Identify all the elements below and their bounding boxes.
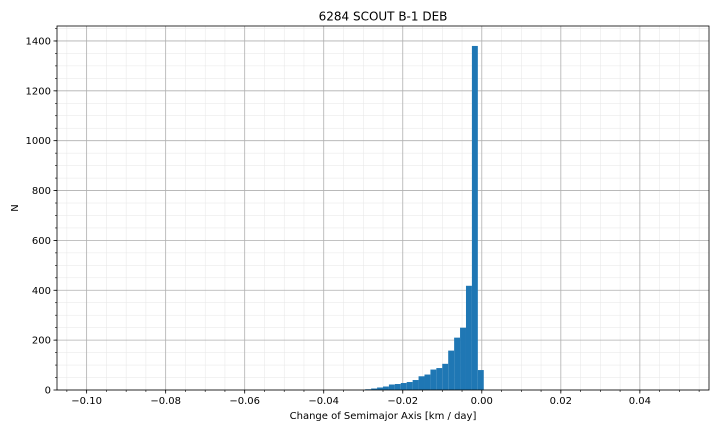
x-tick-label: −0.02 bbox=[387, 396, 418, 407]
histogram-bar bbox=[424, 374, 431, 390]
histogram-bar bbox=[400, 383, 407, 390]
y-axis-ticks: 0 200 400 600 800 1000 1200 1400 bbox=[26, 28, 57, 397]
y-tick-label: 800 bbox=[32, 186, 51, 197]
x-tick-label: −0.10 bbox=[71, 396, 102, 407]
chart-title: 6284 SCOUT B-1 DEB bbox=[319, 10, 448, 24]
y-tick-label: 1200 bbox=[26, 86, 51, 97]
histogram-bar bbox=[436, 368, 443, 390]
histogram-bar bbox=[394, 384, 401, 390]
histogram-bar bbox=[460, 327, 466, 390]
x-tick-label: 0.02 bbox=[550, 396, 572, 407]
x-tick-label: −0.06 bbox=[229, 396, 260, 407]
x-tick-label: −0.08 bbox=[150, 396, 181, 407]
y-tick-label: 400 bbox=[32, 286, 51, 297]
y-tick-label: 0 bbox=[45, 386, 51, 397]
histogram-bar bbox=[448, 350, 455, 390]
histogram-bar bbox=[377, 387, 383, 390]
histogram-bar bbox=[465, 285, 472, 390]
histogram-bar bbox=[430, 369, 437, 390]
y-tick-label: 600 bbox=[32, 236, 51, 247]
histogram-bar bbox=[371, 388, 378, 390]
y-tick-label: 200 bbox=[32, 336, 51, 347]
histogram-bar bbox=[412, 380, 419, 390]
y-axis-label: N bbox=[10, 204, 21, 211]
histogram-bar bbox=[477, 370, 484, 390]
histogram-bars bbox=[365, 45, 484, 391]
y-tick-label: 1400 bbox=[26, 36, 51, 47]
histogram-bar bbox=[454, 337, 461, 390]
histogram-bar bbox=[442, 363, 449, 390]
x-tick-label: 0.00 bbox=[471, 396, 493, 407]
histogram-bar bbox=[383, 386, 389, 390]
histogram-bar bbox=[471, 45, 478, 391]
x-tick-label: −0.04 bbox=[308, 396, 339, 407]
x-tick-label: 0.04 bbox=[629, 396, 651, 407]
histogram-bar bbox=[388, 384, 395, 390]
histogram-bar bbox=[406, 382, 413, 390]
x-axis-label: Change of Semimajor Axis [km / day] bbox=[290, 411, 477, 422]
histogram-bar bbox=[418, 376, 425, 390]
x-axis-ticks: −0.10 −0.08 −0.06 −0.04 −0.02 0.00 0.02 0.04 bbox=[66, 390, 700, 407]
y-tick-label: 1000 bbox=[26, 136, 51, 147]
